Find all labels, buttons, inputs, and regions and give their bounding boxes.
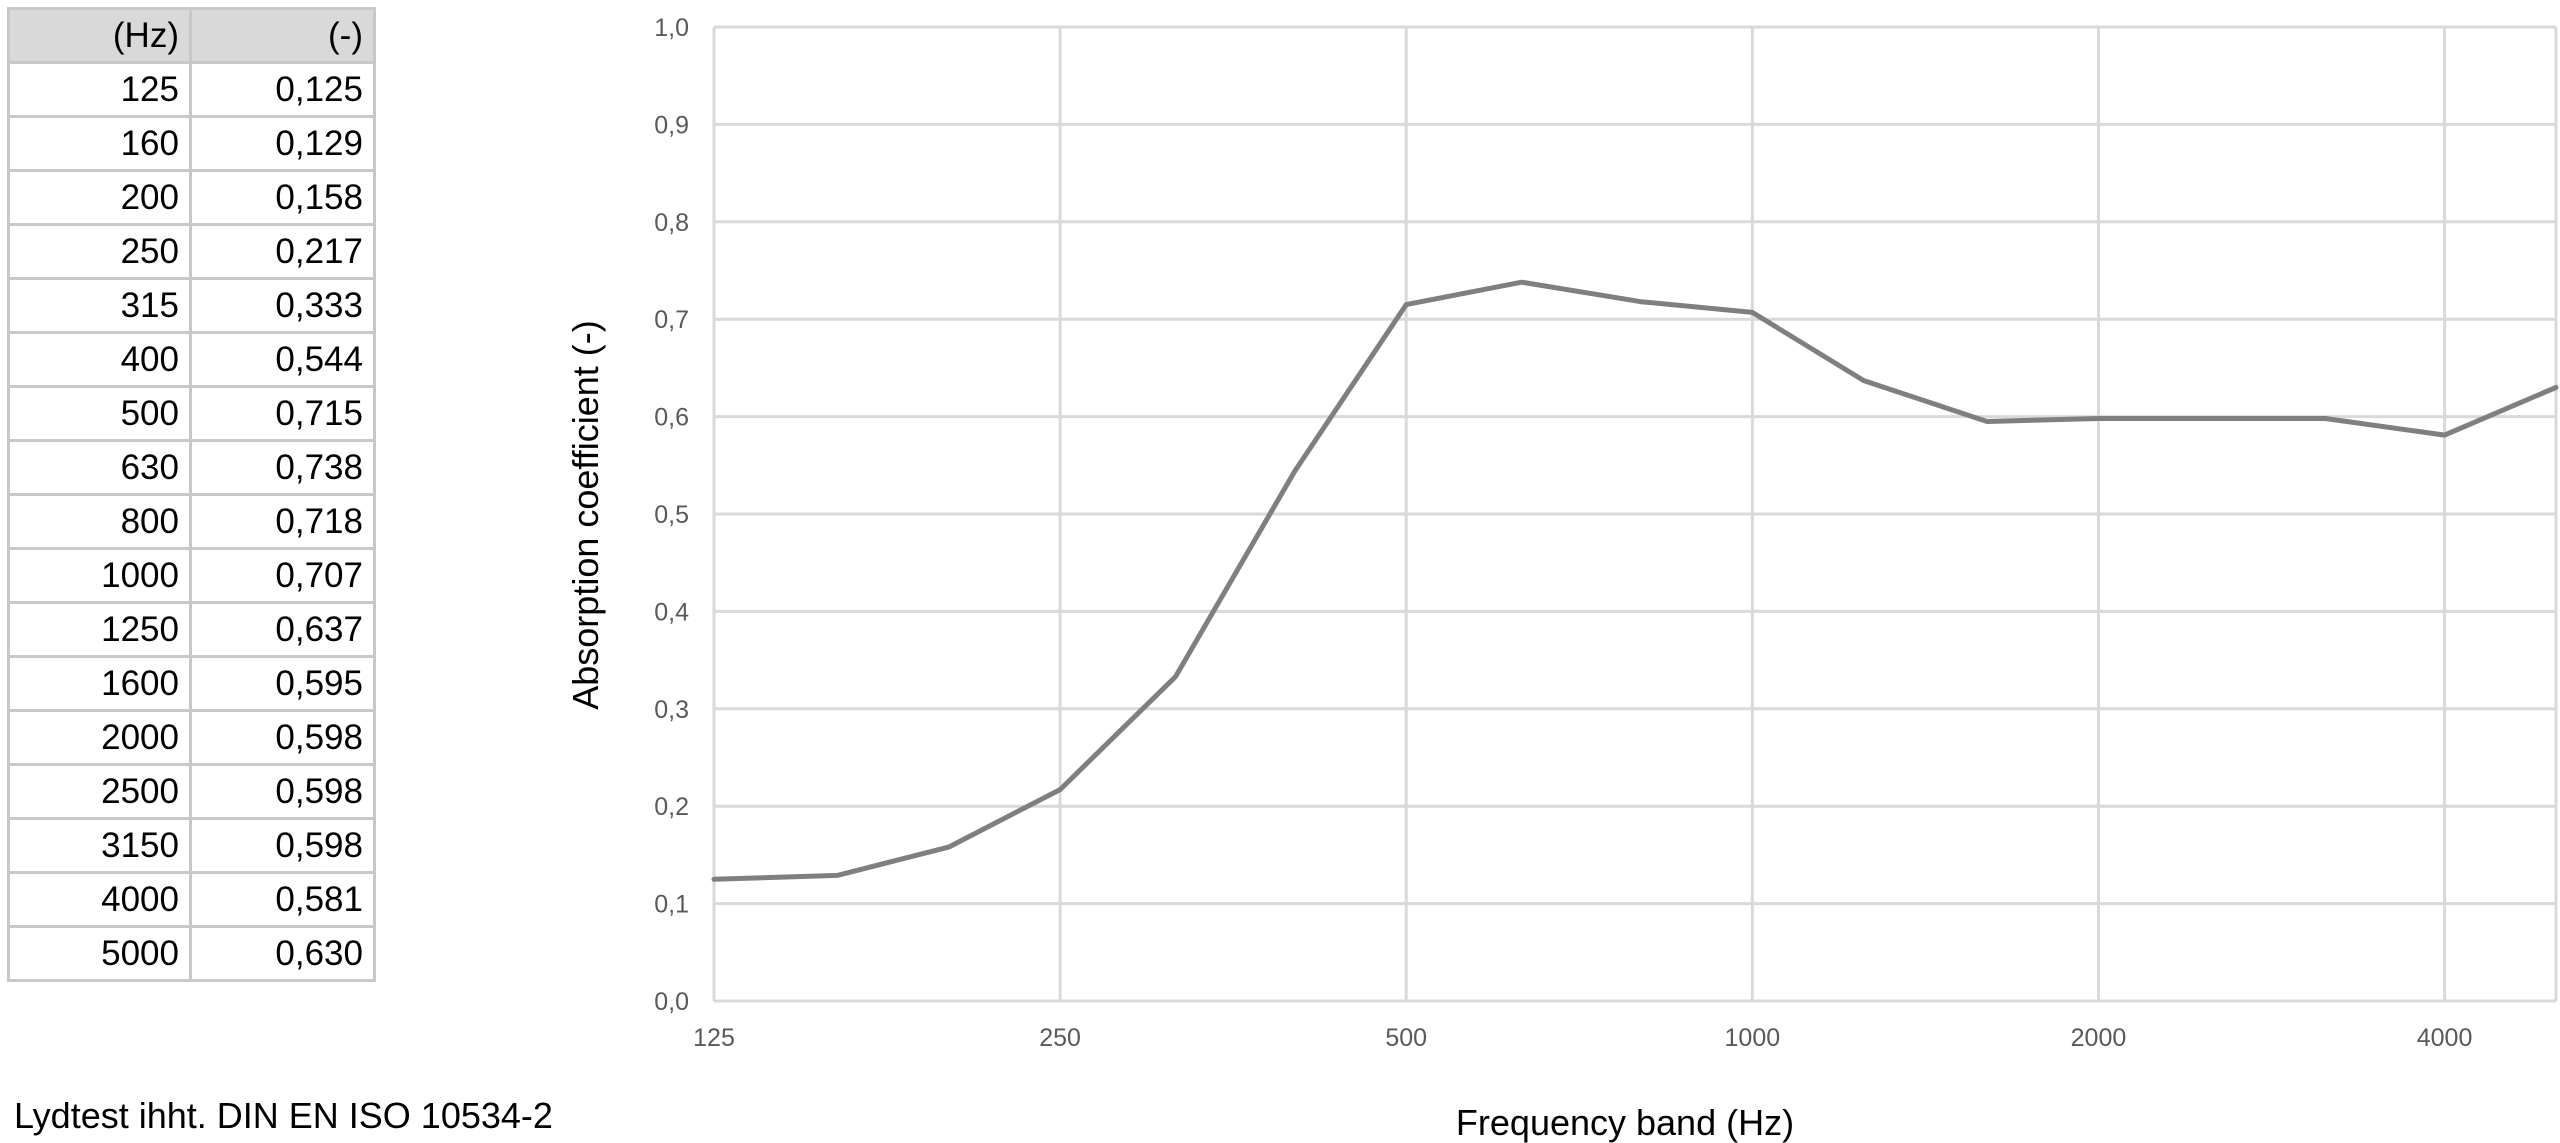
table-row: 3150 0,598 <box>7 817 376 874</box>
frequency-cell: 800 <box>7 493 192 550</box>
frequency-cell: 125 <box>7 61 192 118</box>
y-tick-label: 0,9 <box>654 111 689 139</box>
frequency-cell: 1250 <box>7 601 192 658</box>
frequency-cell: 4000 <box>7 871 192 928</box>
source-note: Lydtest ihht. DIN EN ISO 10534-2 <box>14 1095 553 1136</box>
coefficient-cell: (-) <box>189 7 376 64</box>
y-tick-label: 0,7 <box>654 306 689 334</box>
frequency-cell: 315 <box>7 277 192 334</box>
frequency-cell: 1000 <box>7 547 192 604</box>
frequency-cell: 630 <box>7 439 192 496</box>
frequency-cell: 400 <box>7 331 192 388</box>
x-tick-label: 2000 <box>2071 1024 2127 1052</box>
frequency-cell: 2500 <box>7 763 192 820</box>
y-tick-label: 0,1 <box>654 891 689 919</box>
coefficient-cell: 0,707 <box>189 547 376 604</box>
series-line <box>711 279 2559 882</box>
table-row: 800 0,718 <box>7 493 376 550</box>
coefficient-cell: 0,333 <box>189 277 376 334</box>
coefficient-cell: 0,718 <box>189 493 376 550</box>
frequency-cell: (Hz) <box>7 7 192 64</box>
coefficient-cell: 0,544 <box>189 331 376 388</box>
frequency-cell: 3150 <box>7 817 192 874</box>
x-axis-title: Frequency band (Hz) <box>1456 1102 1794 1143</box>
tick-labels: 0,0 0,1 0,2 0,3 0,4 0,5 0,6 0,7 0,8 0,9 1,0 125 250 5… <box>654 14 2472 1052</box>
coefficient-cell: 0,125 <box>189 61 376 118</box>
table-row: 315 0,333 <box>7 277 376 334</box>
coefficient-cell: 0,129 <box>189 115 376 172</box>
frequency-cell: 1600 <box>7 655 192 712</box>
x-tick-label: 250 <box>1039 1024 1081 1052</box>
table-row: 1250 0,637 <box>7 601 376 658</box>
data-table: (Hz) (-) 125 0,125 160 0,129 200 0,158 250 0,217 3… <box>7 7 376 982</box>
table-header-row: (Hz) (-) <box>7 7 376 64</box>
table-row: 200 0,158 <box>7 169 376 226</box>
x-tick-label: 4000 <box>2417 1024 2473 1052</box>
y-tick-label: 0,5 <box>654 501 689 529</box>
coefficient-cell: 0,598 <box>189 763 376 820</box>
table-row: 500 0,715 <box>7 385 376 442</box>
frequency-cell: 160 <box>7 115 192 172</box>
x-tick-label: 1000 <box>1725 1024 1781 1052</box>
coefficient-cell: 0,715 <box>189 385 376 442</box>
coefficient-cell: 0,217 <box>189 223 376 280</box>
table-row: 630 0,738 <box>7 439 376 496</box>
coefficient-cell: 0,581 <box>189 871 376 928</box>
coefficient-cell: 0,738 <box>189 439 376 496</box>
grid-layer <box>712 25 2558 1003</box>
coefficient-cell: 0,158 <box>189 169 376 226</box>
table-row: 400 0,544 <box>7 331 376 388</box>
table-row: 2000 0,598 <box>7 709 376 766</box>
table-row: 160 0,129 <box>7 115 376 172</box>
coefficient-cell: 0,630 <box>189 925 376 982</box>
y-tick-label: 1,0 <box>654 14 689 42</box>
y-tick-label: 0,6 <box>654 404 689 432</box>
frequency-cell: 2000 <box>7 709 192 766</box>
table-row: 1000 0,707 <box>7 547 376 604</box>
coefficient-cell: 0,595 <box>189 655 376 712</box>
y-tick-label: 0,2 <box>654 793 689 821</box>
table-row: 4000 0,581 <box>7 871 376 928</box>
x-tick-label: 125 <box>693 1024 735 1052</box>
frequency-cell: 200 <box>7 169 192 226</box>
y-tick-label: 0,0 <box>654 988 689 1016</box>
coefficient-cell: 0,637 <box>189 601 376 658</box>
x-tick-label: 500 <box>1385 1024 1427 1052</box>
y-tick-label: 0,3 <box>654 696 689 724</box>
frequency-cell: 250 <box>7 223 192 280</box>
coefficient-cell: 0,598 <box>189 709 376 766</box>
table-row: 5000 0,630 <box>7 925 376 982</box>
coefficient-cell: 0,598 <box>189 817 376 874</box>
y-tick-label: 0,8 <box>654 209 689 237</box>
table-row: 1600 0,595 <box>7 655 376 712</box>
frequency-cell: 500 <box>7 385 192 442</box>
table-row: 125 0,125 <box>7 61 376 118</box>
table-row: 2500 0,598 <box>7 763 376 820</box>
frequency-cell: 5000 <box>7 925 192 982</box>
y-tick-label: 0,4 <box>654 598 689 626</box>
y-axis-title: Absorption coefficient (-) <box>565 320 606 710</box>
series-layer <box>711 279 2559 882</box>
table-row: 250 0,217 <box>7 223 376 280</box>
